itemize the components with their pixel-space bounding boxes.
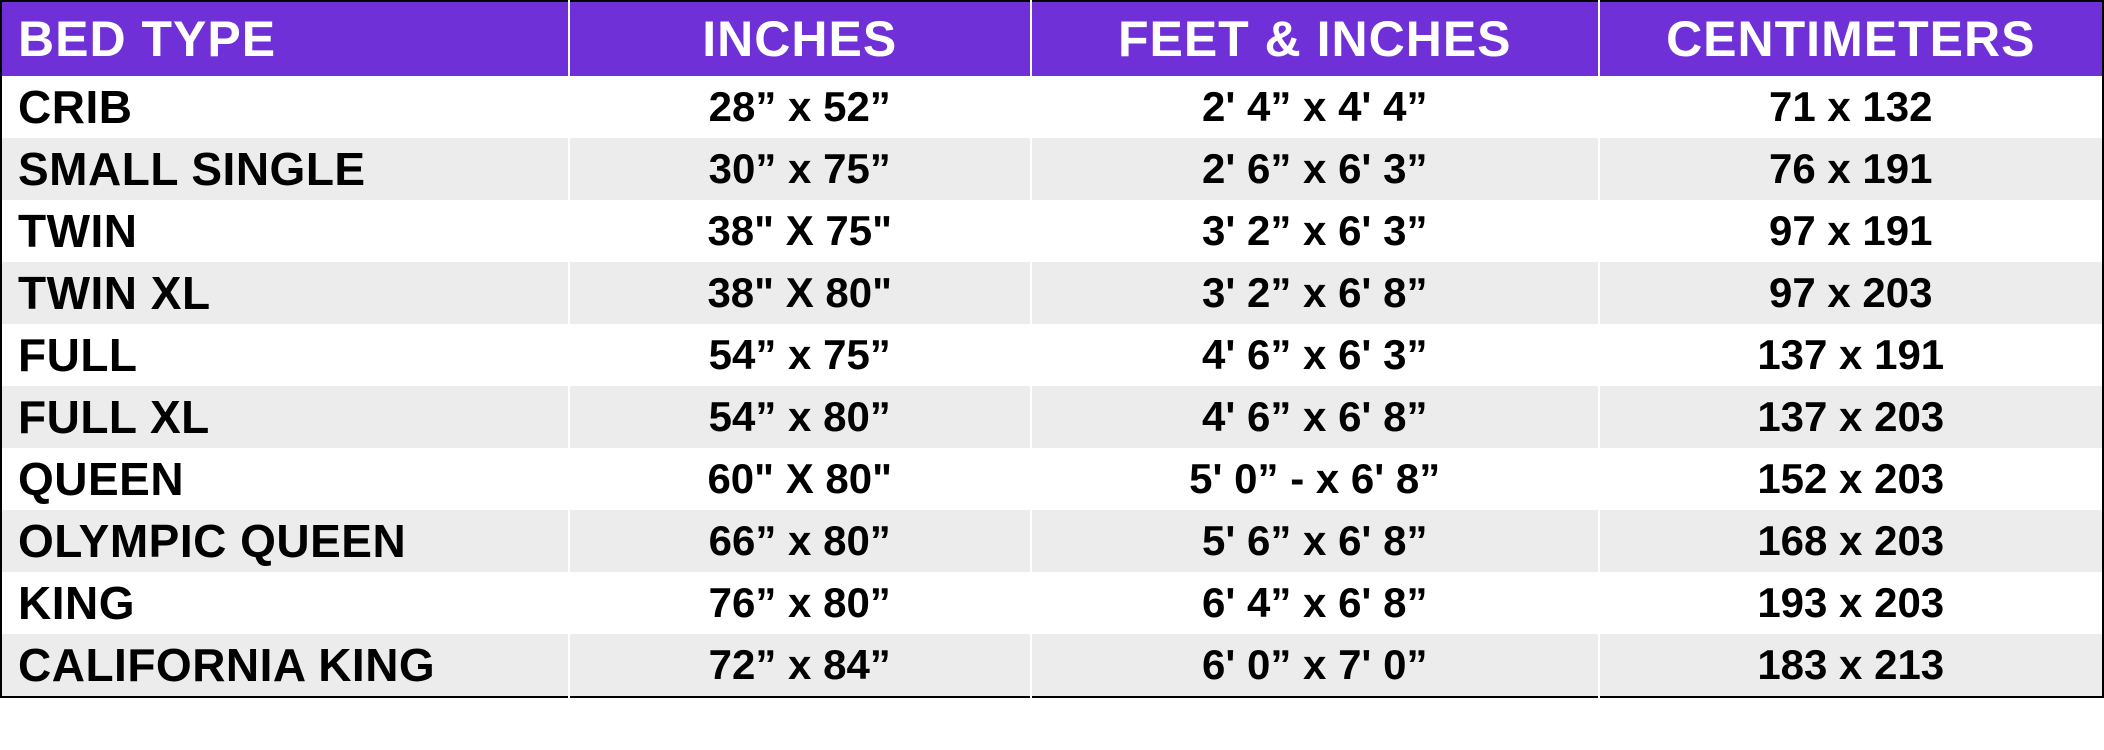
table-row: QUEEN 60" X 80" 5' 0” - x 6' 8” 152 x 20… [1,448,2103,510]
bed-size-table: BED TYPE INCHES FEET & INCHES CENTIMETER… [0,0,2104,698]
cell-bed-type: FULL XL [1,386,569,448]
cell-bed-type: KING [1,572,569,634]
table-header: BED TYPE INCHES FEET & INCHES CENTIMETER… [1,1,2103,76]
cell-centimeters: 97 x 191 [1599,200,2104,262]
cell-inches: 60" X 80" [569,448,1031,510]
cell-centimeters: 152 x 203 [1599,448,2104,510]
cell-feet-inches: 2' 4” x 4' 4” [1031,76,1599,138]
cell-feet-inches: 4' 6” x 6' 8” [1031,386,1599,448]
cell-centimeters: 137 x 203 [1599,386,2104,448]
cell-feet-inches: 4' 6” x 6' 3” [1031,324,1599,386]
cell-inches: 76” x 80” [569,572,1031,634]
cell-bed-type: TWIN XL [1,262,569,324]
cell-inches: 38" X 75" [569,200,1031,262]
table-row: FULL XL 54” x 80” 4' 6” x 6' 8” 137 x 20… [1,386,2103,448]
cell-feet-inches: 3' 2” x 6' 3” [1031,200,1599,262]
cell-inches: 28” x 52” [569,76,1031,138]
cell-bed-type: TWIN [1,200,569,262]
header-inches: INCHES [569,1,1031,76]
header-feet-inches: FEET & INCHES [1031,1,1599,76]
cell-bed-type: QUEEN [1,448,569,510]
cell-feet-inches: 2' 6” x 6' 3” [1031,138,1599,200]
cell-inches: 66” x 80” [569,510,1031,572]
cell-feet-inches: 5' 0” - x 6' 8” [1031,448,1599,510]
cell-inches: 54” x 75” [569,324,1031,386]
header-bed-type: BED TYPE [1,1,569,76]
table-row: FULL 54” x 75” 4' 6” x 6' 3” 137 x 191 [1,324,2103,386]
table-row: SMALL SINGLE 30” x 75” 2' 6” x 6' 3” 76 … [1,138,2103,200]
cell-centimeters: 71 x 132 [1599,76,2104,138]
cell-centimeters: 137 x 191 [1599,324,2104,386]
cell-bed-type: OLYMPIC QUEEN [1,510,569,572]
cell-centimeters: 168 x 203 [1599,510,2104,572]
cell-bed-type: CRIB [1,76,569,138]
cell-inches: 54” x 80” [569,386,1031,448]
cell-feet-inches: 3' 2” x 6' 8” [1031,262,1599,324]
cell-inches: 72” x 84” [569,634,1031,697]
cell-feet-inches: 6' 4” x 6' 8” [1031,572,1599,634]
cell-inches: 38" X 80" [569,262,1031,324]
cell-centimeters: 97 x 203 [1599,262,2104,324]
cell-centimeters: 183 x 213 [1599,634,2104,697]
cell-inches: 30” x 75” [569,138,1031,200]
cell-feet-inches: 6' 0” x 7' 0” [1031,634,1599,697]
table-row: OLYMPIC QUEEN 66” x 80” 5' 6” x 6' 8” 16… [1,510,2103,572]
table-row: KING 76” x 80” 6' 4” x 6' 8” 193 x 203 [1,572,2103,634]
cell-bed-type: SMALL SINGLE [1,138,569,200]
cell-bed-type: FULL [1,324,569,386]
cell-centimeters: 76 x 191 [1599,138,2104,200]
table-row: TWIN 38" X 75" 3' 2” x 6' 3” 97 x 191 [1,200,2103,262]
table-row: CRIB 28” x 52” 2' 4” x 4' 4” 71 x 132 [1,76,2103,138]
table-row: CALIFORNIA KING 72” x 84” 6' 0” x 7' 0” … [1,634,2103,697]
table-body: CRIB 28” x 52” 2' 4” x 4' 4” 71 x 132 SM… [1,76,2103,697]
cell-feet-inches: 5' 6” x 6' 8” [1031,510,1599,572]
header-centimeters: CENTIMETERS [1599,1,2104,76]
table-row: TWIN XL 38" X 80" 3' 2” x 6' 8” 97 x 203 [1,262,2103,324]
cell-centimeters: 193 x 203 [1599,572,2104,634]
cell-bed-type: CALIFORNIA KING [1,634,569,697]
